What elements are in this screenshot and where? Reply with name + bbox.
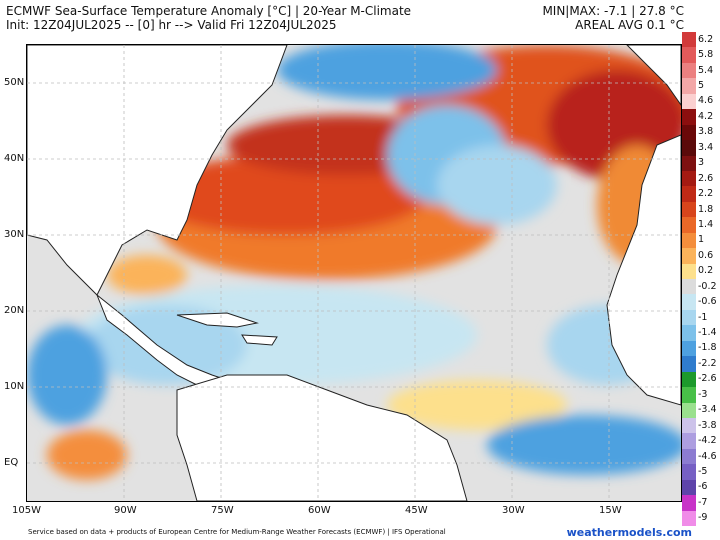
colorbar-tick-label: -1.8	[698, 342, 717, 354]
colorbar-tick-label: 2.6	[698, 172, 714, 184]
colorbar-swatch	[682, 279, 696, 295]
colorbar-swatch	[682, 433, 696, 449]
colorbar-swatch	[682, 417, 696, 434]
africa-land	[606, 134, 681, 406]
colorbar-tick-label: -1.4	[698, 327, 717, 339]
colorbar-swatch	[682, 387, 696, 403]
colorbar-tick-label: 1	[698, 234, 705, 246]
colorbar-swatch	[682, 356, 696, 372]
areal-avg-readout: AREAL AVG 0.1 °C	[575, 18, 684, 32]
colorbar-tick-label: 5.4	[698, 64, 714, 76]
colorbar-tick-label: 3.8	[698, 126, 714, 138]
colorbar-tick-label: 6.2	[698, 33, 714, 45]
lon-label: 105W	[12, 505, 41, 516]
colorbar-swatch	[682, 78, 696, 94]
colorbar-tick-label: -7	[698, 496, 708, 508]
map-header: ECMWF Sea-Surface Temperature Anomaly [°…	[6, 4, 411, 32]
colorbar-tick-label: -4.6	[698, 450, 717, 462]
colorbar-tick-label: -3.8	[698, 419, 717, 431]
colorbar-swatch	[682, 325, 696, 341]
colorbar-tick-label: -1	[698, 311, 708, 323]
lat-label: 10N	[4, 381, 25, 392]
colorbar-swatch	[682, 510, 696, 526]
colorbar-swatch	[682, 140, 696, 156]
colorbar-swatch	[682, 109, 696, 125]
europe-land	[626, 45, 681, 106]
lon-label: 60W	[308, 505, 331, 516]
colorbar-tick-label: 0.2	[698, 265, 714, 277]
colorbar-tick-label: 4.6	[698, 95, 714, 107]
credit-text: Service based on data + products of Euro…	[28, 528, 446, 536]
colorbar-tick-label: -3.4	[698, 404, 717, 416]
lon-label: 45W	[405, 505, 428, 516]
colorbar-tick-label: -0.2	[698, 280, 717, 292]
colorbar-swatch	[682, 340, 696, 357]
minmax-readout: MIN|MAX: -7.1 | 27.8 °C	[542, 4, 684, 18]
cuba-land	[176, 312, 259, 328]
lon-label: 90W	[114, 505, 137, 516]
map-title: ECMWF Sea-Surface Temperature Anomaly [°…	[6, 4, 412, 18]
colorbar-swatch	[682, 201, 696, 218]
colorbar-swatch	[682, 155, 696, 171]
colorbar-swatch	[682, 309, 696, 326]
init-line: Init: 12Z04JUL2025 -- [0] hr --> Valid F…	[6, 18, 337, 32]
hispaniola-land	[241, 334, 278, 346]
colorbar-swatch	[682, 217, 696, 233]
colorbar-tick-label: -2.6	[698, 373, 717, 385]
colorbar-swatch	[682, 371, 696, 388]
anomaly-field	[27, 45, 681, 480]
colorbar-tick-label: -3	[698, 388, 708, 400]
colorbar-tick-label: 5.8	[698, 49, 714, 61]
sst-anomaly-map	[26, 44, 682, 502]
colorbar-swatch	[682, 294, 696, 310]
colorbar-swatch	[682, 124, 696, 141]
colorbar-tick-label: 4.2	[698, 110, 714, 122]
brand-link[interactable]: weathermodels.com	[566, 526, 692, 539]
colorbar-tick-label: 1.4	[698, 218, 714, 230]
colorbar-swatch	[682, 263, 696, 279]
colorbar-tick-label: 0.6	[698, 249, 714, 261]
colorbar-swatch	[682, 186, 696, 202]
stats-header: MIN|MAX: -7.1 | 27.8 °C AREAL AVG 0.1 °C	[542, 4, 684, 32]
graticule	[27, 45, 681, 501]
colorbar-tick-label: 2.2	[698, 188, 714, 200]
colorbar	[682, 32, 696, 526]
colorbar-tick-label: 3.4	[698, 141, 714, 153]
lat-label: 40N	[4, 153, 25, 164]
colorbar-swatch	[682, 448, 696, 465]
lon-label: 30W	[502, 505, 525, 516]
colorbar-swatch	[682, 32, 696, 48]
colorbar-tick-label: 3	[698, 157, 705, 169]
colorbar-swatch	[682, 402, 696, 418]
colorbar-swatch	[682, 170, 696, 187]
lon-label: 15W	[599, 505, 622, 516]
land-masses	[27, 45, 681, 501]
colorbar-tick-label: -4.2	[698, 435, 717, 447]
lat-label: 30N	[4, 229, 25, 240]
south-america-land	[176, 374, 468, 501]
map-canvas	[27, 45, 681, 501]
colorbar-tick-label: -6	[698, 481, 708, 493]
colorbar-tick-label: -9	[698, 512, 708, 524]
colorbar-swatch	[682, 495, 696, 511]
colorbar-swatch	[682, 47, 696, 63]
colorbar-tick-label: -0.6	[698, 296, 717, 308]
colorbar-tick-label: 1.8	[698, 203, 714, 215]
colorbar-tick-label: -2.2	[698, 357, 717, 369]
lat-label: 20N	[4, 305, 25, 316]
colorbar-tick-label: 5	[698, 80, 705, 92]
colorbar-swatch	[682, 248, 696, 264]
colorbar-swatch	[682, 479, 696, 496]
colorbar-swatch	[682, 93, 696, 110]
colorbar-swatch	[682, 464, 696, 480]
lon-label: 75W	[211, 505, 234, 516]
colorbar-swatch	[682, 62, 696, 79]
colorbar-tick-label: -5	[698, 465, 708, 477]
lat-label: EQ	[4, 457, 19, 468]
colorbar-swatch	[682, 232, 696, 249]
lat-label: 50N	[4, 77, 25, 88]
